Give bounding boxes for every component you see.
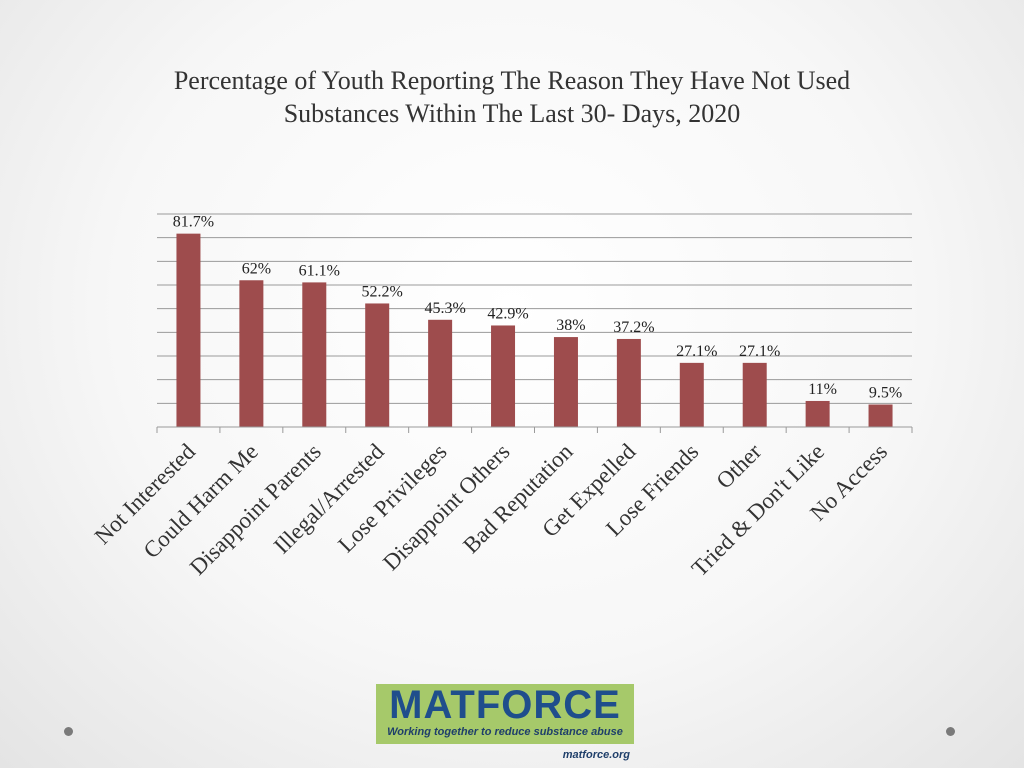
bar-7	[616, 338, 641, 427]
data-label: 27.1%	[739, 343, 780, 360]
logo-url: matforce.org	[562, 749, 630, 761]
decorative-dot-left	[64, 727, 73, 736]
data-label: 52.2%	[362, 283, 403, 300]
bar-4	[428, 319, 453, 427]
x-tick-label: Lose Privileges	[333, 439, 451, 557]
data-label: 62%	[242, 260, 271, 277]
data-label: 45.3%	[424, 300, 465, 317]
x-tick-label: Other	[712, 439, 767, 494]
bar-5	[491, 325, 516, 427]
data-label: 9.5%	[869, 385, 902, 402]
logo-background	[376, 684, 634, 744]
chart-title-line-2: Substances Within The Last 30- Days, 202…	[283, 99, 741, 128]
decorative-dot-right	[946, 727, 955, 736]
bar-8	[679, 362, 704, 427]
bar-9	[742, 362, 767, 427]
data-label: 61.1%	[299, 262, 340, 279]
data-label: 37.2%	[613, 319, 654, 336]
chart-title: Percentage of Youth Reporting The Reason…	[60, 64, 964, 130]
bar-2	[302, 282, 327, 427]
bar-3	[365, 303, 390, 427]
x-tick-label: Bad Reputation	[458, 439, 578, 559]
bar-chart: 81.7% 62% 61.1% 52.2% 45.3% 42.9% 38% 37.2% 27.1…	[90, 213, 913, 581]
bar-0	[176, 233, 201, 427]
logo-wordmark: MATFORCE	[389, 683, 621, 727]
chart-title-line-1: Percentage of Youth Reporting The Reason…	[173, 66, 851, 95]
bar-1	[239, 280, 264, 427]
bar-11	[868, 404, 893, 427]
x-tick-label: Could Harm Me	[139, 439, 263, 563]
logo-tagline: Working together to reduce substance abu…	[387, 726, 623, 738]
data-label: 27.1%	[676, 343, 717, 360]
bar-10	[805, 400, 830, 427]
data-label: 42.9%	[487, 305, 528, 322]
x-tick-label: Illegal/Arrested	[269, 439, 389, 559]
data-label: 81.7%	[173, 214, 214, 231]
bar-6	[553, 337, 578, 427]
data-label: 11%	[808, 381, 837, 398]
data-label: 38%	[556, 317, 585, 334]
matforce-logo: MATFORCE Working together to reduce subs…	[376, 684, 634, 766]
